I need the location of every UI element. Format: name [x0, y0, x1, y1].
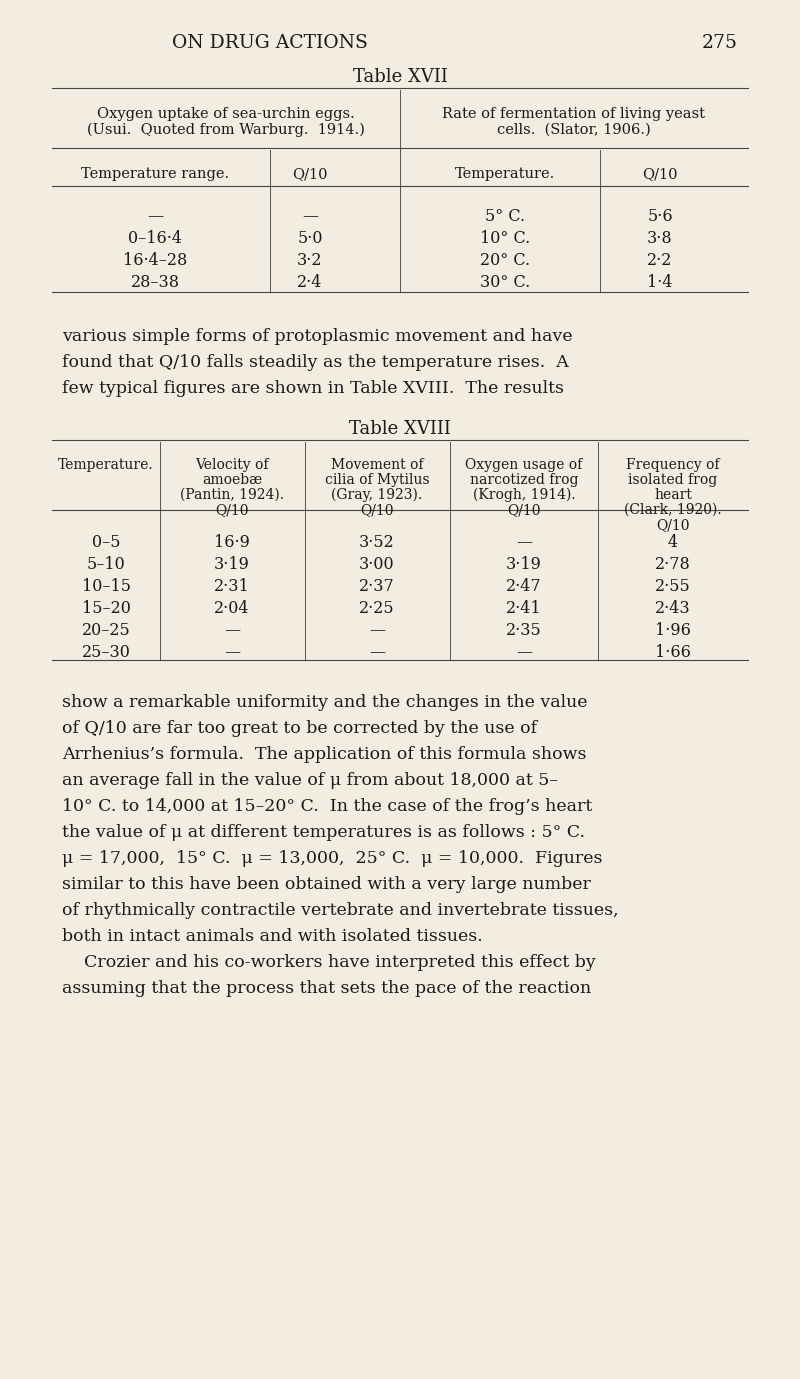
Text: —: —	[224, 622, 240, 638]
Text: μ = 17,000,  15° C.  μ = 13,000,  25° C.  μ = 10,000.  Figures: μ = 17,000, 15° C. μ = 13,000, 25° C. μ …	[62, 849, 602, 867]
Text: Frequency of: Frequency of	[626, 458, 720, 472]
Text: 2·41: 2·41	[506, 600, 542, 616]
Text: 20–25: 20–25	[82, 622, 130, 638]
Text: 3·19: 3·19	[214, 556, 250, 574]
Text: (Clark, 1920).: (Clark, 1920).	[624, 503, 722, 517]
Text: 3·00: 3·00	[359, 556, 395, 574]
Text: both in intact animals and with isolated tissues.: both in intact animals and with isolated…	[62, 928, 482, 945]
Text: 1·4: 1·4	[647, 274, 673, 291]
Text: Q/10: Q/10	[360, 503, 394, 517]
Text: of rhythmically contractile vertebrate and invertebrate tissues,: of rhythmically contractile vertebrate a…	[62, 902, 618, 918]
Text: —: —	[224, 644, 240, 661]
Text: 25–30: 25–30	[82, 644, 130, 661]
Text: found that Q/10 falls steadily as the temperature rises.  A: found that Q/10 falls steadily as the te…	[62, 354, 569, 371]
Text: few typical figures are shown in Table XVIII.  The results: few typical figures are shown in Table X…	[62, 381, 564, 397]
Text: —: —	[369, 622, 385, 638]
Text: 2·78: 2·78	[655, 556, 691, 574]
Text: 2·37: 2·37	[359, 578, 395, 594]
Text: (Pantin, 1924).: (Pantin, 1924).	[180, 488, 284, 502]
Text: 10° C. to 14,000 at 15–20° C.  In the case of the frog’s heart: 10° C. to 14,000 at 15–20° C. In the cas…	[62, 798, 592, 815]
Text: narcotized frog: narcotized frog	[470, 473, 578, 487]
Text: (Krogh, 1914).: (Krogh, 1914).	[473, 488, 575, 502]
Text: Temperature range.: Temperature range.	[81, 167, 229, 181]
Text: 1·66: 1·66	[655, 644, 691, 661]
Text: 10–15: 10–15	[82, 578, 130, 594]
Text: 5–10: 5–10	[86, 556, 126, 574]
Text: 2·2: 2·2	[647, 252, 673, 269]
Text: 2·25: 2·25	[359, 600, 395, 616]
Text: —: —	[147, 208, 163, 225]
Text: Q/10: Q/10	[215, 503, 249, 517]
Text: (Usui.  Quoted from Warburg.  1914.): (Usui. Quoted from Warburg. 1914.)	[87, 123, 365, 138]
Text: 3·19: 3·19	[506, 556, 542, 574]
Text: 28–38: 28–38	[130, 274, 179, 291]
Text: —: —	[516, 644, 532, 661]
Text: heart: heart	[654, 488, 692, 502]
Text: 2·4: 2·4	[298, 274, 322, 291]
Text: cells.  (Slator, 1906.): cells. (Slator, 1906.)	[497, 123, 651, 137]
Text: Q/10: Q/10	[292, 167, 328, 181]
Text: similar to this have been obtained with a very large number: similar to this have been obtained with …	[62, 876, 591, 894]
Text: 30° C.: 30° C.	[480, 274, 530, 291]
Text: 16·9: 16·9	[214, 534, 250, 552]
Text: Rate of fermentation of living yeast: Rate of fermentation of living yeast	[442, 108, 706, 121]
Text: —: —	[369, 644, 385, 661]
Text: Temperature.: Temperature.	[58, 458, 154, 472]
Text: 275: 275	[702, 34, 738, 52]
Text: —: —	[302, 208, 318, 225]
Text: 3·8: 3·8	[647, 230, 673, 247]
Text: Table XVIII: Table XVIII	[349, 421, 451, 439]
Text: the value of μ at different temperatures is as follows : 5° C.: the value of μ at different temperatures…	[62, 825, 585, 841]
Text: 10° C.: 10° C.	[480, 230, 530, 247]
Text: 2·55: 2·55	[655, 578, 691, 594]
Text: amoebæ: amoebæ	[202, 473, 262, 487]
Text: Crozier and his co-workers have interpreted this effect by: Crozier and his co-workers have interpre…	[62, 954, 596, 971]
Text: 0–16·4: 0–16·4	[128, 230, 182, 247]
Text: 2·31: 2·31	[214, 578, 250, 594]
Text: 5° C.: 5° C.	[485, 208, 525, 225]
Text: 1·96: 1·96	[655, 622, 691, 638]
Text: 4: 4	[668, 534, 678, 552]
Text: 15–20: 15–20	[82, 600, 130, 616]
Text: Q/10: Q/10	[656, 519, 690, 532]
Text: Temperature.: Temperature.	[455, 167, 555, 181]
Text: (Gray, 1923).: (Gray, 1923).	[331, 488, 422, 502]
Text: 3·2: 3·2	[298, 252, 322, 269]
Text: 2·04: 2·04	[214, 600, 250, 616]
Text: Q/10: Q/10	[642, 167, 678, 181]
Text: Q/10: Q/10	[507, 503, 541, 517]
Text: Oxygen usage of: Oxygen usage of	[466, 458, 582, 472]
Text: Velocity of: Velocity of	[195, 458, 269, 472]
Text: 2·47: 2·47	[506, 578, 542, 594]
Text: 3·52: 3·52	[359, 534, 395, 552]
Text: Movement of: Movement of	[330, 458, 423, 472]
Text: 5·6: 5·6	[647, 208, 673, 225]
Text: 2·35: 2·35	[506, 622, 542, 638]
Text: 20° C.: 20° C.	[480, 252, 530, 269]
Text: isolated frog: isolated frog	[628, 473, 718, 487]
Text: various simple forms of protoplasmic movement and have: various simple forms of protoplasmic mov…	[62, 328, 573, 345]
Text: Oxygen uptake of sea-urchin eggs.: Oxygen uptake of sea-urchin eggs.	[97, 108, 355, 121]
Text: of Q/10 are far too great to be corrected by the use of: of Q/10 are far too great to be correcte…	[62, 720, 537, 736]
Text: —: —	[516, 534, 532, 552]
Text: 0–5: 0–5	[92, 534, 120, 552]
Text: an average fall in the value of μ from about 18,000 at 5–: an average fall in the value of μ from a…	[62, 772, 558, 789]
Text: Arrhenius’s formula.  The application of this formula shows: Arrhenius’s formula. The application of …	[62, 746, 586, 763]
Text: 2·43: 2·43	[655, 600, 691, 616]
Text: Table XVII: Table XVII	[353, 68, 447, 85]
Text: cilia of Mytilus: cilia of Mytilus	[325, 473, 430, 487]
Text: show a remarkable uniformity and the changes in the value: show a remarkable uniformity and the cha…	[62, 694, 587, 712]
Text: 16·4–28: 16·4–28	[123, 252, 187, 269]
Text: ON DRUG ACTIONS: ON DRUG ACTIONS	[172, 34, 368, 52]
Text: assuming that the process that sets the pace of the reaction: assuming that the process that sets the …	[62, 980, 591, 997]
Text: 5·0: 5·0	[298, 230, 322, 247]
